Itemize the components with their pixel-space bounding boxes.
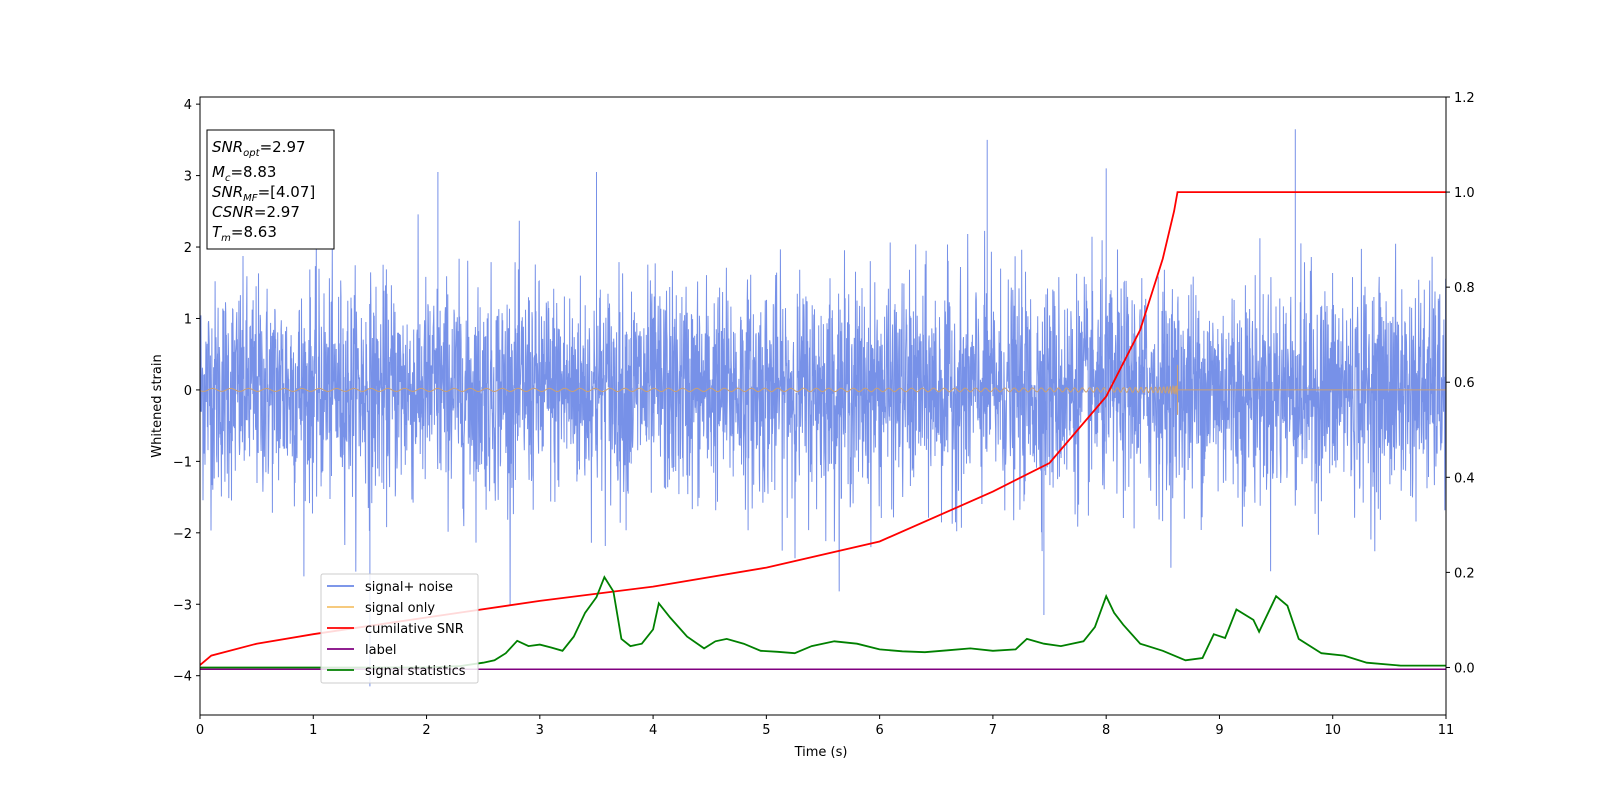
y-axis-right: 0.0 0.2 0.4 0.6 0.8 1.0 1.2 — [1446, 91, 1475, 676]
y-tick-label: −3 — [173, 598, 192, 613]
x-tick-label: 2 — [422, 723, 430, 738]
legend-frame — [320, 573, 479, 684]
y2-tick-label: 0.4 — [1454, 471, 1475, 486]
x-tick-label: 5 — [762, 723, 770, 738]
x-tick-label: 3 — [536, 723, 544, 738]
legend-items: signal+ noise signal only cumilative SNR la… — [327, 580, 466, 679]
legend-label: signal statistics — [365, 664, 466, 679]
y-tick-label: 4 — [184, 98, 192, 113]
y2-tick-label: 1.2 — [1454, 91, 1475, 106]
x-tick-label: 11 — [1438, 723, 1455, 738]
x-tick-label: 6 — [875, 723, 883, 738]
x-tick-label: 9 — [1215, 723, 1223, 738]
x-axis: 0 1 2 3 4 5 6 7 8 9 10 11 — [196, 715, 1454, 738]
legend-label: signal+ noise — [365, 580, 453, 595]
x-tick-label: 0 — [196, 723, 204, 738]
signal-only-series — [199, 364, 1446, 415]
plot-frame — [199, 96, 1447, 716]
signal-statistics-line — [200, 575, 1446, 669]
x-tick-label: 10 — [1324, 723, 1341, 738]
cumilative-snr-line — [199, 191, 1446, 666]
legend: signal+ noise signal only cumilative SNR la… — [320, 573, 479, 684]
annotation-frame — [206, 129, 335, 250]
noise-series — [199, 129, 1447, 687]
y-tick-label: 3 — [184, 170, 192, 185]
y-axis-label: Whitened strain — [150, 354, 165, 457]
annotation-line: Tm=8.63 — [212, 223, 277, 244]
y-tick-label: 1 — [184, 312, 192, 327]
legend-label: signal only — [365, 601, 435, 616]
y2-tick-label: 1.0 — [1454, 186, 1475, 201]
y-axis-left: −4 −3 −2 −1 0 1 2 3 4 — [173, 98, 200, 685]
x-tick-label: 1 — [309, 723, 317, 738]
signal-only-line — [199, 364, 1446, 415]
y-tick-label: 2 — [184, 241, 192, 256]
annotation-line: SNRMF=[4.07] — [212, 183, 315, 204]
y-tick-label: −4 — [173, 670, 192, 685]
y-tick-label: −2 — [173, 527, 192, 542]
y-tick-label: 0 — [184, 384, 192, 399]
y2-tick-label: 0.0 — [1454, 661, 1475, 676]
legend-label: cumilative SNR — [365, 622, 464, 637]
y2-tick-label: 0.6 — [1454, 376, 1475, 391]
y2-tick-label: 0.8 — [1454, 281, 1475, 296]
x-tick-label: 4 — [649, 723, 657, 738]
x-axis-label: Time (s) — [794, 745, 848, 760]
y-tick-label: −1 — [173, 455, 192, 470]
x-tick-label: 7 — [989, 723, 997, 738]
legend-label: label — [365, 643, 396, 658]
y2-tick-label: 0.2 — [1454, 566, 1475, 581]
annotation-line: SNRopt=2.97 — [212, 138, 306, 159]
annotation-line: CSNR=2.97 — [212, 203, 300, 221]
signal-noise-line — [199, 129, 1447, 687]
annotation-line: Mc=8.83 — [212, 163, 276, 184]
x-tick-label: 8 — [1102, 723, 1110, 738]
